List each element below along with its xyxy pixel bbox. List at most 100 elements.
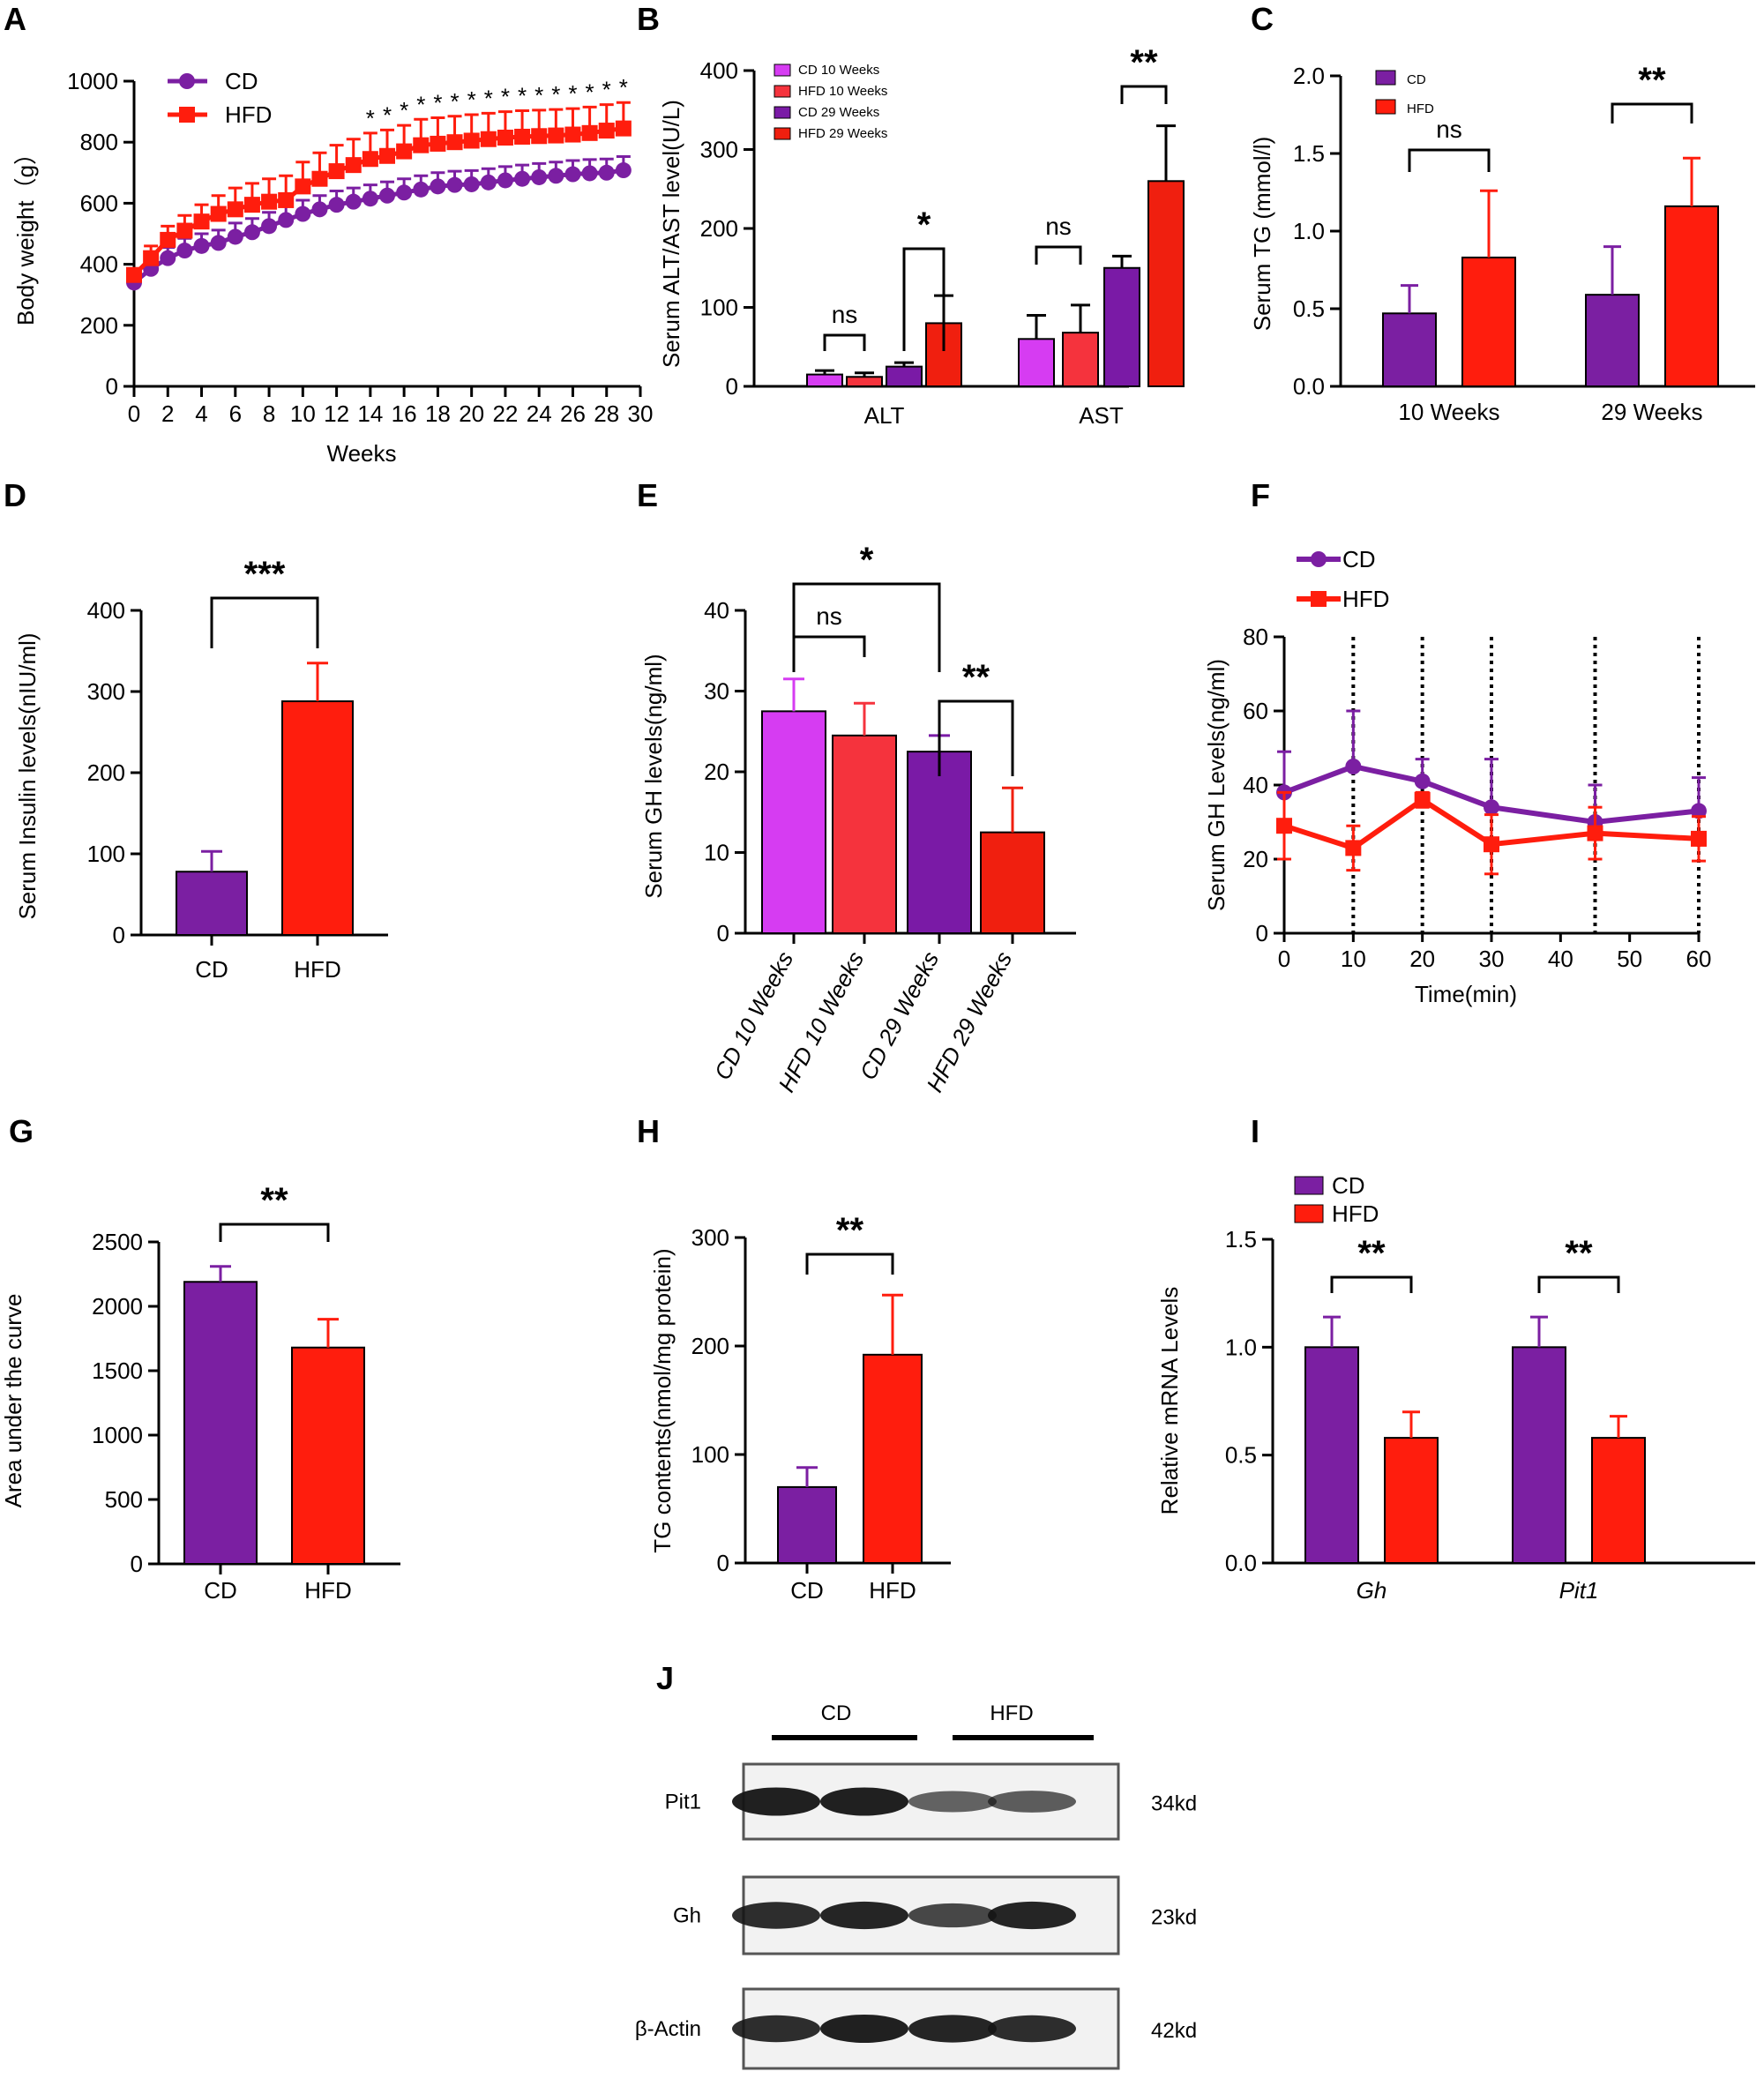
x-category-label: HFD <box>869 1577 916 1604</box>
marker-HFD <box>1276 818 1292 834</box>
y-tick-label: 40 <box>704 597 729 624</box>
panel-label-B: B <box>637 1 660 37</box>
x-axis-title: Weeks <box>327 440 397 467</box>
blot-band <box>820 1787 908 1816</box>
x-category-label: HFD <box>304 1577 351 1604</box>
significance-label: ** <box>836 1211 864 1250</box>
x-tick-label: 0 <box>128 400 140 427</box>
bar <box>1585 294 1640 387</box>
marker-HFD <box>176 222 193 239</box>
y-tick-label: 100 <box>700 295 738 321</box>
y-axis-title: Body weight（g） <box>12 142 39 325</box>
y-tick-label: 2500 <box>92 1229 143 1255</box>
significance-bracket <box>805 1253 894 1275</box>
marker-HFD <box>548 127 564 144</box>
x-category-label: Gh <box>1357 1577 1387 1604</box>
x-tick-label: 50 <box>1617 946 1642 972</box>
bar <box>291 1346 365 1565</box>
marker-HFD <box>143 250 160 266</box>
legend-marker <box>179 107 195 123</box>
marker-CD <box>548 168 564 184</box>
sig-mark: * <box>551 81 560 108</box>
marker-HFD <box>1587 825 1603 841</box>
bar <box>980 831 1045 934</box>
blot-band <box>732 1787 820 1816</box>
marker-HFD <box>1414 791 1431 808</box>
panel-F: F 0 20 40 60 80 0 10 20 30 40 50 60 Time(min) Serum GH… <box>1203 477 1711 1007</box>
legend-label: CD <box>1332 1172 1365 1199</box>
marker-HFD <box>1484 836 1499 853</box>
significance-bracket <box>1035 245 1082 265</box>
legend-swatch <box>1294 1204 1324 1223</box>
y-tick-label: 0.5 <box>1225 1442 1257 1469</box>
legend-label: HFD <box>1407 101 1434 116</box>
x-tick-label: 22 <box>492 400 518 427</box>
significance-bracket <box>792 635 866 657</box>
y-axis-title: Serum GH levels(ng/ml) <box>640 654 667 898</box>
marker-HFD <box>598 123 615 139</box>
series-line-HFD <box>1283 796 1700 851</box>
y-tick-label: 0 <box>717 920 729 946</box>
marker-HFD <box>581 124 598 141</box>
bar <box>832 734 897 935</box>
y-tick-label: 200 <box>700 215 738 242</box>
marker-HFD <box>430 135 446 152</box>
x-tick-label: 4 <box>195 400 207 427</box>
marker-HFD <box>480 131 497 147</box>
sig-mark: * <box>534 82 543 108</box>
blot-size-label: 42kd <box>1151 2019 1197 2043</box>
significance-label: ns <box>816 602 842 630</box>
y-tick-label: 30 <box>704 678 729 705</box>
blot-band <box>908 2015 997 2043</box>
significance-label: ns <box>1436 116 1462 143</box>
marker-CD <box>227 228 243 245</box>
blot-band <box>988 1791 1076 1813</box>
marker-HFD <box>210 206 227 222</box>
bar <box>761 710 826 934</box>
blot-size-label: 23kd <box>1151 1906 1197 1930</box>
y-tick-label: 1.5 <box>1293 140 1325 167</box>
marker-HFD <box>564 126 581 143</box>
y-tick-label: 300 <box>691 1224 729 1251</box>
marker-CD <box>581 165 598 182</box>
panel-D: D 0 100 200 300 400 CD HFD Serum Insulin levels(… <box>4 477 388 983</box>
panel-B: B 0 100 200 300 400 Serum ALT/AST level(U/L) AL… <box>637 1 1185 429</box>
sig-mark: * <box>383 101 392 128</box>
blot-band <box>820 1901 908 1930</box>
y-tick-label: 20 <box>704 759 729 785</box>
legend-marker <box>1311 591 1327 607</box>
x-tick-label: 26 <box>560 400 586 427</box>
marker-CD <box>413 181 430 198</box>
significance-label: ** <box>1638 61 1666 100</box>
marker-CD <box>362 191 378 207</box>
significance-label: * <box>917 206 931 244</box>
blot-band <box>820 2015 908 2043</box>
significance-label: ** <box>1357 1234 1386 1273</box>
x-category-label: ALT <box>864 402 905 429</box>
x-tick-label: 40 <box>1548 946 1573 972</box>
y-tick-label: 400 <box>87 597 125 624</box>
legend-swatch <box>774 85 791 98</box>
y-tick-label: 0 <box>131 1551 143 1577</box>
significance-label: ** <box>962 658 990 697</box>
legend-label: HFD <box>1342 586 1389 612</box>
panel-label-C: C <box>1251 1 1274 37</box>
blot-size-label: 34kd <box>1151 1792 1197 1816</box>
y-axis-title: Area under the curve <box>0 1294 26 1508</box>
marker-HFD <box>345 157 362 174</box>
marker-CD <box>497 172 513 189</box>
legend-label: CD <box>225 68 258 94</box>
sig-mark: * <box>518 83 527 109</box>
bar <box>1384 1437 1439 1565</box>
marker-CD <box>598 164 615 181</box>
sig-mark: * <box>400 97 408 123</box>
blot-protein-label: Pit1 <box>665 1791 701 1814</box>
bar <box>886 365 923 387</box>
y-axis-title: TG contents(nmol/mg protein) <box>649 1248 676 1552</box>
legend-label: HFD 10 Weeks <box>798 84 887 99</box>
significance-label: ** <box>1565 1234 1593 1273</box>
bar <box>1591 1437 1646 1565</box>
marker-HFD <box>227 201 243 218</box>
